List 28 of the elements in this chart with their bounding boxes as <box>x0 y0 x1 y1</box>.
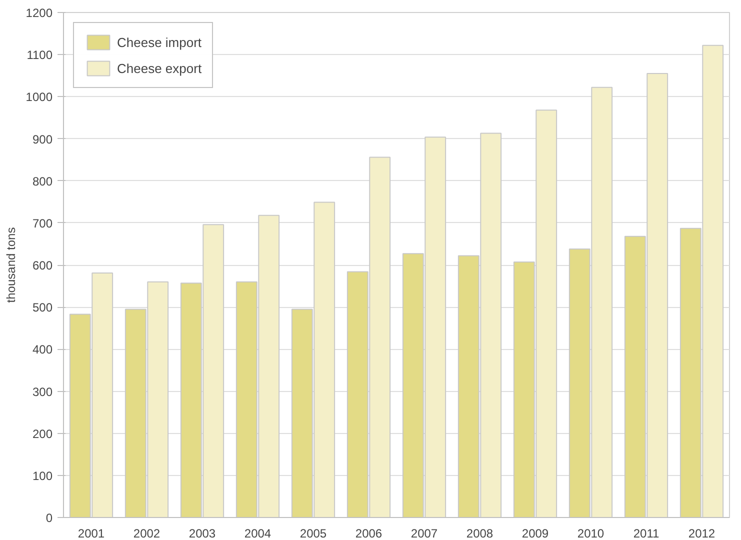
y-tick-label: 600 <box>32 258 53 272</box>
x-tick-label: 2012 <box>688 526 716 540</box>
x-tick-label: 2005 <box>300 526 327 540</box>
y-tick-label: 200 <box>32 426 53 441</box>
x-tick-label: 2002 <box>133 526 160 540</box>
x-tick-label: 2011 <box>633 526 660 540</box>
y-tick-label: 300 <box>32 384 53 399</box>
y-tick-label: 1000 <box>26 90 53 104</box>
x-tick-label: 2004 <box>244 526 272 540</box>
x-tick-label: 2008 <box>466 526 494 540</box>
legend-label: Cheese export <box>117 60 202 76</box>
y-tick-label: 100 <box>32 468 53 483</box>
y-tick-label: 700 <box>32 216 53 230</box>
x-tick-label: 2009 <box>522 526 549 540</box>
y-tick-label: 1100 <box>26 48 53 62</box>
x-tick-label: 2001 <box>78 526 105 540</box>
y-tick-label: 900 <box>32 132 53 146</box>
y-tick-label: 0 <box>46 511 53 525</box>
y-tick-label: 500 <box>32 300 53 315</box>
y-tick-label: 800 <box>32 174 53 188</box>
x-tick-label: 2006 <box>355 526 382 540</box>
legend-label: Cheese import <box>117 34 202 50</box>
x-tick-label: 2010 <box>577 526 604 540</box>
y-tick-label: 1200 <box>26 6 53 20</box>
y-tick-label: 400 <box>32 342 53 357</box>
y-axis-title: thousand tons <box>4 227 18 303</box>
x-tick-label: 2003 <box>188 526 216 540</box>
x-tick-label: 2007 <box>410 526 438 540</box>
